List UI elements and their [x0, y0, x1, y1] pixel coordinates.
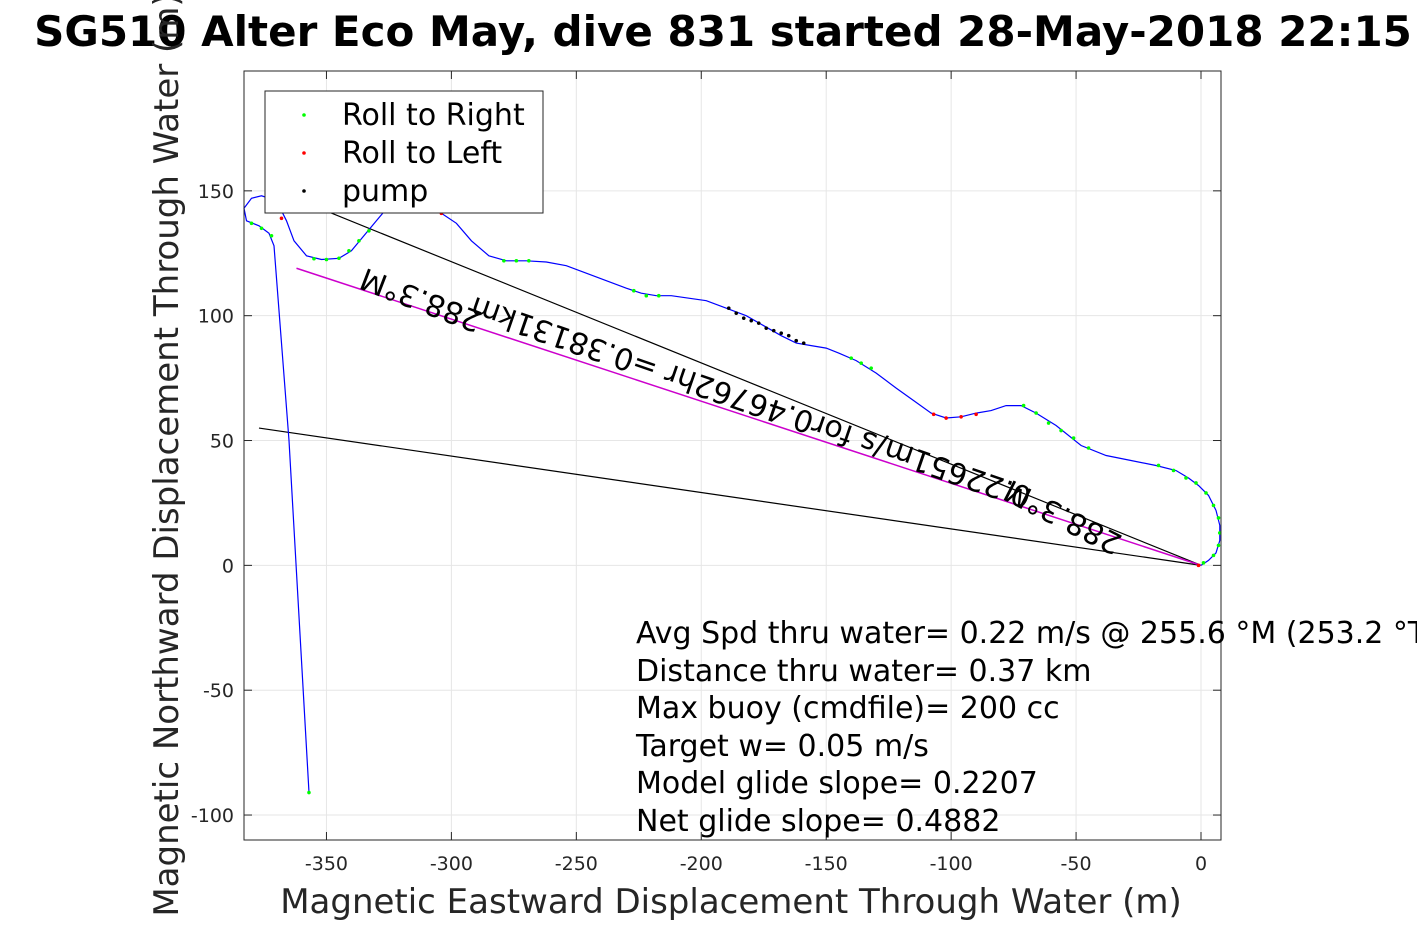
roll-right-point	[869, 366, 873, 370]
roll-right-point	[502, 258, 506, 263]
track-line	[243, 195, 1221, 793]
x-tick-label: -50	[1061, 853, 1092, 875]
info-distance: Distance thru water= 0.37 km	[636, 654, 1091, 689]
roll-right-point	[1021, 403, 1026, 408]
pump-point	[749, 318, 754, 323]
pump-point	[771, 328, 776, 333]
legend: Roll to Right Roll to Left pump	[264, 90, 544, 214]
roll-right-point	[1046, 421, 1051, 425]
info-net-glide: Net glide slope= 0.4882	[636, 804, 1000, 839]
pump-point	[726, 306, 731, 310]
info-model-glide: Model glide slope= 0.2207	[636, 766, 1038, 801]
info-max-buoy: Max buoy (cmdfile)= 200 cc	[636, 691, 1060, 726]
roll-right-point	[644, 293, 649, 298]
pump-point	[764, 326, 769, 330]
y-tick-label: 150	[198, 181, 234, 203]
x-tick-label: 0	[1195, 853, 1207, 875]
roll-right-point	[859, 361, 863, 365]
reference-lines	[258, 190, 1202, 567]
roll-right-point	[1156, 463, 1161, 468]
roll-left-point	[974, 412, 978, 417]
current-line	[258, 427, 1202, 566]
y-ticks: -100 -50 0 50 100 150	[191, 181, 1221, 827]
plot-frame	[243, 70, 1222, 841]
roll-right-point	[656, 293, 661, 298]
pump-point	[786, 333, 791, 338]
legend-label-pump: pump	[342, 174, 428, 209]
roll-left-point	[931, 412, 936, 417]
pump-point	[734, 311, 739, 315]
roll-right-point	[1184, 476, 1188, 480]
roll-right-point	[337, 256, 341, 261]
roll-right-point	[1211, 503, 1216, 508]
roll-right-point	[269, 233, 274, 238]
heading-line	[276, 190, 1202, 566]
pump-point	[779, 331, 784, 335]
x-tick-label: -100	[930, 853, 973, 875]
x-axis-label: Magnetic Eastward Displacement Through W…	[280, 882, 1182, 922]
roll-right-point	[514, 258, 519, 263]
y-tick-label: -100	[191, 805, 234, 827]
x-tick-label: -300	[430, 853, 473, 875]
roll-right-point	[1211, 553, 1216, 558]
info-target-w: Target w= 0.05 m/s	[635, 729, 929, 764]
roll-right-point	[1194, 481, 1198, 485]
x-tick-label: -250	[555, 853, 598, 875]
roll-right-point	[367, 228, 371, 233]
x-tick-label: -150	[805, 853, 848, 875]
roll-left-point	[944, 416, 948, 420]
roll-right-point	[1216, 543, 1221, 548]
y-axis-label: Magnetic Northward Displacement Through …	[147, 0, 187, 917]
roll-right-point	[312, 256, 316, 261]
roll-right-point	[1059, 428, 1063, 433]
roll-right-point	[357, 238, 361, 243]
legend-marker-roll-right	[302, 113, 306, 117]
roll-right-point	[849, 356, 853, 360]
y-tick-label: 50	[210, 431, 234, 453]
roll-right-point	[1086, 446, 1091, 450]
x-ticks: -350 -300 -250 -200 -150 -100 -50 0	[305, 71, 1207, 875]
legend-marker-pump	[302, 189, 306, 193]
pump-point	[794, 338, 799, 343]
roll-left-point	[1196, 563, 1201, 568]
roll-right-point	[527, 258, 531, 263]
track	[243, 195, 1221, 793]
legend-marker-roll-left	[302, 151, 306, 155]
roll-right-point	[249, 221, 254, 226]
info-avg-speed: Avg Spd thru water= 0.22 m/s @ 255.6 °M …	[636, 616, 1417, 651]
roll-right-point	[259, 226, 264, 231]
legend-label-roll-left: Roll to Left	[342, 136, 502, 171]
roll-right-point	[1204, 491, 1208, 495]
distance-line	[296, 267, 1202, 567]
x-tick-label: -200	[680, 853, 723, 875]
roll-right-point	[1034, 411, 1038, 415]
y-tick-label: 100	[198, 306, 234, 328]
roll-left-point	[959, 415, 963, 419]
roll-right-point	[1171, 468, 1176, 473]
roll-right-point	[324, 257, 329, 262]
y-tick-label: -50	[203, 680, 234, 702]
info-block: Avg Spd thru water= 0.22 m/s @ 255.6 °M …	[635, 616, 1417, 839]
roll-left-point	[279, 216, 284, 221]
pump-point	[801, 341, 806, 345]
y-tick-label: 0	[222, 555, 234, 577]
roll-right-point	[632, 288, 636, 293]
roll-right-point	[307, 790, 311, 795]
roll-right-point	[1071, 436, 1076, 440]
pump-point	[756, 321, 761, 325]
legend-box	[264, 90, 544, 214]
grid	[244, 71, 1221, 840]
chart-title: SG510 Alter Eco May, dive 831 started 28…	[34, 7, 1412, 56]
roll-right-point	[1216, 516, 1221, 520]
roll-right-point	[347, 248, 351, 253]
x-tick-label: -350	[305, 853, 348, 875]
legend-label-roll-right: Roll to Right	[342, 98, 525, 133]
roll-right-point	[1201, 561, 1206, 565]
pump-point	[741, 316, 746, 320]
